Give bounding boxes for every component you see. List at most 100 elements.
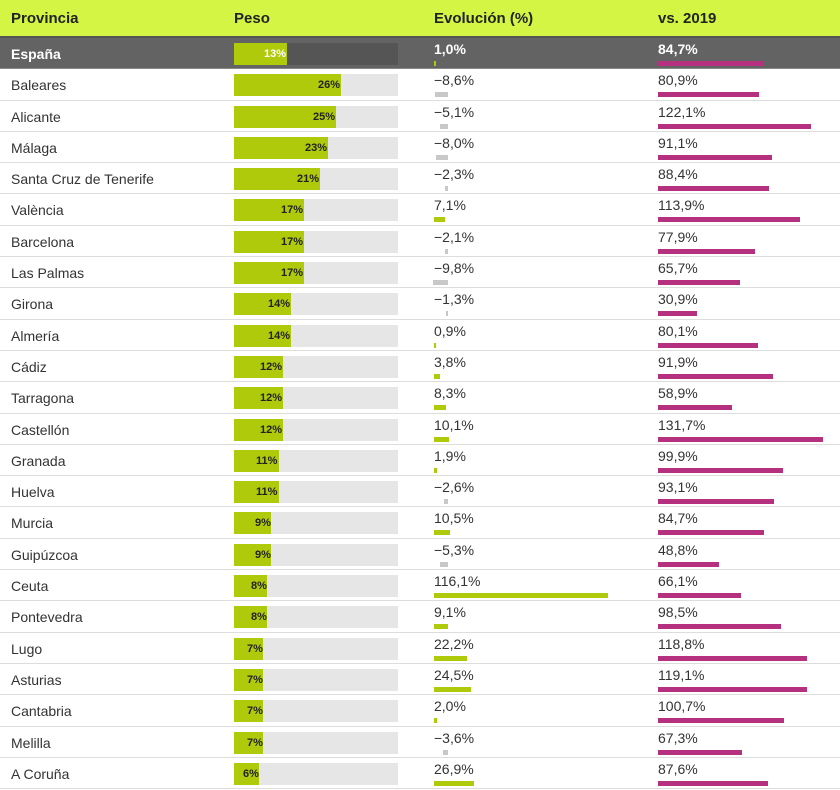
peso-label: 11% xyxy=(256,454,278,467)
peso-label: 11% xyxy=(256,486,278,499)
peso-bar xyxy=(234,731,263,754)
provincia-name: Pontevedra xyxy=(11,609,83,626)
peso-label: 7% xyxy=(247,705,263,718)
peso-label: 7% xyxy=(247,673,263,686)
column-header-provincia[interactable]: Provincia xyxy=(11,10,79,27)
provincia-name: Alicante xyxy=(11,108,61,125)
peso-label: 21% xyxy=(297,173,320,186)
evolucion-value: 10,1% xyxy=(434,416,474,433)
column-header-vs2019[interactable]: vs. 2019 xyxy=(658,10,717,27)
table-row: Castellón 12% 10,1% 131,7% xyxy=(0,414,840,445)
vs2019-bar xyxy=(658,467,783,473)
peso-bar-track: 7% xyxy=(234,637,398,660)
evolucion-bar xyxy=(434,405,446,411)
table-row: València 17% 7,1% 113,9% xyxy=(0,194,840,226)
provincia-name: Santa Cruz de Tenerife xyxy=(11,171,154,188)
table-row: A Coruña 6% 26,9% 87,6% xyxy=(0,758,840,790)
provincia-name: Melilla xyxy=(11,734,51,751)
evolucion-value: 10,5% xyxy=(434,510,474,527)
evolucion-bar xyxy=(434,61,436,66)
vs2019-bar xyxy=(658,342,758,348)
evolucion-bar xyxy=(435,92,448,98)
peso-bar-track: 25% xyxy=(234,105,398,128)
evolucion-value: 9,1% xyxy=(434,604,466,621)
evolucion-value: −2,6% xyxy=(434,479,475,496)
provincia-name: València xyxy=(11,202,64,219)
vs2019-bar xyxy=(658,154,772,160)
column-header-evolucion[interactable]: Evolución (%) xyxy=(434,10,534,27)
peso-bar-track: 12% xyxy=(234,418,398,441)
table-row: Granada 11% 1,9% 99,9% xyxy=(0,445,840,477)
provincia-name: Murcia xyxy=(11,515,54,532)
peso-bar xyxy=(234,481,279,504)
table-row: Lugo 7% 22,2% 118,8% xyxy=(0,633,840,664)
vs2019-bar xyxy=(658,92,759,98)
evolucion-bar xyxy=(434,655,467,661)
table-row: Cádiz 12% 3,8% 91,9% xyxy=(0,351,840,383)
evolucion-bar xyxy=(436,154,448,160)
table-row: Almería 14% 0,9% 80,1% xyxy=(0,320,840,351)
vs2019-bar xyxy=(658,405,732,411)
peso-bar xyxy=(234,668,263,691)
vs2019-value: 88,4% xyxy=(658,166,698,183)
vs2019-bar xyxy=(658,280,740,286)
provincia-name: Las Palmas xyxy=(11,265,85,282)
evolucion-bar xyxy=(434,593,608,599)
vs2019-value: 80,9% xyxy=(658,72,698,89)
provincia-name: Cantabria xyxy=(11,703,72,720)
peso-bar xyxy=(234,575,267,598)
vs2019-value: 113,9% xyxy=(658,197,705,214)
table-row: Pontevedra 8% 9,1% 98,5% xyxy=(0,601,840,633)
vs2019-value: 84,7% xyxy=(658,510,698,527)
peso-label: 9% xyxy=(255,517,271,530)
peso-label: 13% xyxy=(264,48,287,60)
vs2019-value: 100,7% xyxy=(658,698,706,715)
peso-bar xyxy=(234,293,291,316)
provincia-name: A Coruña xyxy=(11,765,70,782)
peso-label: 8% xyxy=(251,580,267,593)
evolucion-bar xyxy=(434,718,437,724)
vs2019-value: 119,1% xyxy=(658,666,705,683)
vs2019-value: 80,1% xyxy=(658,322,698,339)
evolucion-value: −5,1% xyxy=(434,103,475,120)
peso-bar-track: 11% xyxy=(234,481,398,504)
peso-label: 25% xyxy=(313,110,336,123)
vs2019-value: 99,9% xyxy=(658,447,698,464)
vs2019-bar xyxy=(658,530,764,536)
peso-label: 17% xyxy=(281,235,304,248)
column-header-peso[interactable]: Peso xyxy=(234,10,270,27)
peso-label: 26% xyxy=(318,79,341,92)
peso-bar-track: 14% xyxy=(234,293,398,316)
peso-bar-track: 7% xyxy=(234,668,398,691)
table-row: Barcelona 17% −2,1% 77,9% xyxy=(0,226,840,258)
peso-bar xyxy=(234,387,283,410)
provincia-name: Asturias xyxy=(11,671,62,688)
peso-bar-track: 11% xyxy=(234,449,398,472)
peso-bar xyxy=(234,418,283,441)
evolucion-bar xyxy=(446,311,448,317)
peso-bar-track: 7% xyxy=(234,700,398,723)
peso-bar xyxy=(234,700,263,723)
evolucion-value: 26,9% xyxy=(434,760,474,777)
peso-label: 12% xyxy=(260,360,283,373)
provincia-name: Granada xyxy=(11,452,66,469)
evolucion-value: −3,6% xyxy=(434,729,475,746)
peso-bar xyxy=(234,199,304,222)
peso-bar xyxy=(234,324,291,347)
provincia-name: Tarragona xyxy=(11,390,75,407)
peso-bar-track: 17% xyxy=(234,230,398,253)
peso-bar xyxy=(234,74,341,97)
vs2019-value: 48,8% xyxy=(658,541,698,558)
vs2019-value: 66,1% xyxy=(658,573,698,590)
evolucion-bar xyxy=(434,530,450,536)
peso-bar xyxy=(234,543,271,566)
peso-bar-track: 12% xyxy=(234,387,398,410)
peso-label: 8% xyxy=(251,611,267,624)
provincia-name: Guipúzcoa xyxy=(11,546,78,563)
vs2019-value: 91,1% xyxy=(658,134,698,151)
vs2019-bar xyxy=(658,311,697,317)
evolucion-value: 3,8% xyxy=(434,353,466,370)
vs2019-bar xyxy=(658,436,823,442)
vs2019-bar xyxy=(658,749,742,755)
peso-label: 14% xyxy=(268,298,291,311)
